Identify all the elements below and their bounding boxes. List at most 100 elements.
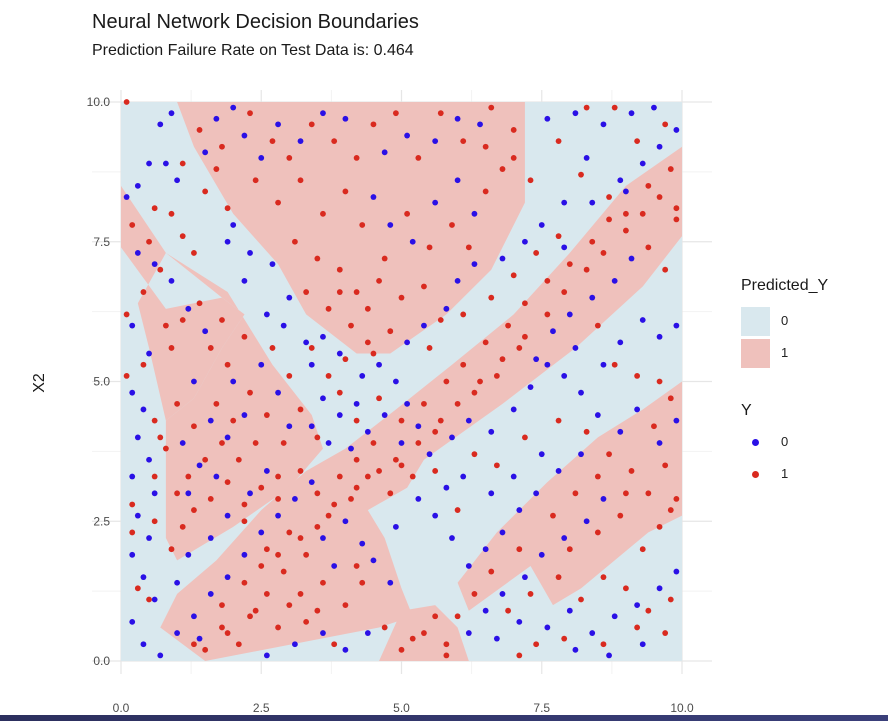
point-y0-32 (589, 199, 596, 206)
point-y1-12 (437, 110, 444, 117)
point-y0-18 (432, 138, 439, 145)
point-y0-138 (129, 551, 136, 558)
point-y0-109 (538, 451, 545, 458)
point-y1-116 (443, 378, 450, 385)
point-y1-251 (353, 563, 360, 569)
point-y0-43 (230, 222, 237, 228)
point-y1-241 (219, 602, 225, 608)
point-y1-45 (146, 238, 152, 245)
point-y0-55 (359, 373, 366, 379)
point-y0-193 (471, 210, 478, 217)
point-y1-26 (404, 210, 411, 217)
point-y0-141 (129, 618, 136, 625)
point-y0-154 (247, 490, 253, 497)
point-y1-173 (533, 641, 540, 648)
point-y1-63 (247, 389, 253, 396)
point-y0-172 (179, 440, 186, 446)
point-y0-153 (263, 468, 270, 474)
point-y0-126 (673, 568, 680, 575)
point-y1-67 (314, 434, 321, 441)
point-y0-150 (275, 512, 281, 519)
point-y1-66 (297, 406, 304, 413)
point-y1-179 (151, 518, 158, 525)
point-y0-105 (443, 484, 450, 491)
point-y1-211 (634, 373, 641, 379)
point-y1-232 (499, 356, 506, 363)
x-tick-label-2: 5.0 (393, 701, 410, 715)
point-y1-152 (566, 546, 573, 553)
point-y1-220 (151, 205, 158, 212)
point-y0-74 (527, 384, 534, 390)
point-y0-15 (342, 115, 349, 122)
point-y0-14 (320, 110, 326, 117)
point-y1-145 (673, 495, 680, 502)
point-y1-256 (191, 641, 197, 648)
point-y1-61 (213, 400, 220, 407)
point-y0-188 (134, 250, 141, 256)
point-y0-61 (308, 423, 315, 430)
point-y0-82 (673, 322, 680, 329)
point-y1-135 (454, 507, 461, 513)
point-y0-131 (140, 406, 147, 413)
point-y0-178 (224, 434, 231, 441)
point-y1-143 (645, 490, 652, 497)
point-y1-224 (336, 473, 343, 480)
point-y0-101 (465, 563, 472, 569)
point-y0-183 (286, 423, 293, 430)
point-y1-194 (460, 311, 467, 318)
point-y0-2 (146, 160, 152, 167)
point-y0-36 (561, 244, 568, 251)
point-y1-78 (258, 484, 265, 491)
point-y1-80 (179, 523, 186, 530)
point-y0-25 (651, 104, 657, 111)
point-y1-104 (398, 646, 405, 653)
point-y1-202 (578, 171, 584, 178)
point-y0-81 (656, 333, 663, 340)
point-y0-72 (488, 428, 495, 435)
point-y1-76 (224, 479, 231, 486)
point-y0-189 (129, 322, 136, 329)
point-y1-0 (123, 99, 130, 105)
point-y1-23 (342, 188, 349, 195)
point-y1-39 (303, 289, 310, 295)
point-y0-145 (191, 613, 197, 620)
point-y1-34 (336, 266, 343, 273)
point-y0-26 (673, 127, 680, 133)
point-y1-159 (488, 568, 495, 575)
point-y1-70 (219, 440, 225, 446)
point-y1-92 (320, 579, 326, 586)
point-y0-27 (583, 155, 590, 161)
point-y1-160 (471, 591, 478, 597)
point-y1-174 (516, 652, 523, 659)
point-y1-18 (611, 104, 618, 111)
point-y1-167 (645, 607, 652, 614)
point-y0-87 (550, 328, 556, 335)
point-y0-167 (392, 523, 399, 530)
point-y0-12 (275, 121, 281, 128)
point-y1-184 (168, 210, 175, 217)
point-y1-132 (432, 428, 439, 435)
point-y0-16 (381, 149, 388, 156)
point-y0-166 (370, 557, 377, 564)
point-y1-166 (623, 585, 629, 592)
point-legend-item-0: 0 (741, 426, 788, 458)
point-y1-32 (292, 238, 298, 245)
point-y1-119 (505, 322, 511, 329)
point-y0-192 (454, 177, 461, 184)
point-y1-126 (645, 182, 652, 189)
point-y0-152 (308, 479, 315, 486)
y-tick-label-1: 2.5 (93, 514, 110, 528)
point-y0-35 (522, 238, 528, 245)
point-y0-142 (140, 641, 147, 648)
point-y0-66 (404, 400, 411, 407)
point-y0-123 (611, 613, 618, 620)
point-y0-97 (533, 490, 540, 497)
point-y1-107 (454, 613, 461, 620)
point-y0-186 (168, 277, 175, 284)
point-y0-114 (522, 574, 528, 581)
point-y1-162 (527, 591, 534, 597)
point-y1-176 (146, 596, 152, 603)
point-y1-99 (235, 641, 242, 648)
point-y0-5 (157, 121, 164, 128)
point-y1-249 (376, 468, 382, 474)
